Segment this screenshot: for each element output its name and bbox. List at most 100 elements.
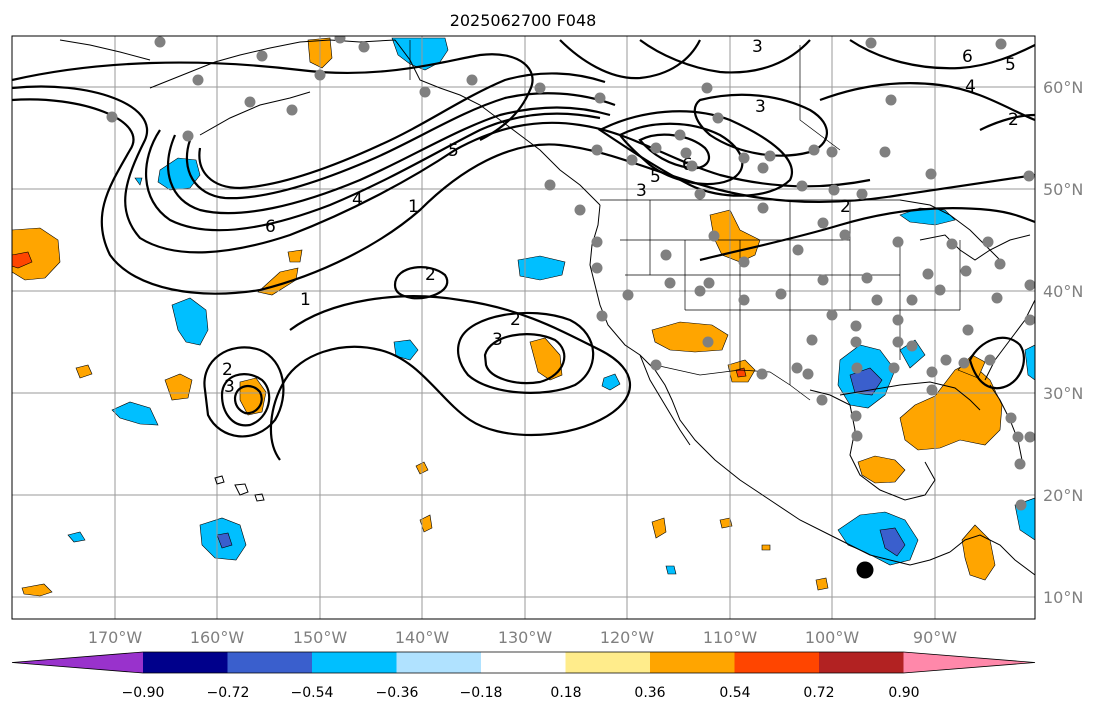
map-frame [11, 35, 1036, 620]
contour-label-1b: 1 [408, 197, 419, 217]
colorbar-segment [819, 652, 904, 673]
station-dot [984, 354, 996, 366]
latitude-labels: 60°N 50°N 40°N 30°N 20°N 10°N [1043, 78, 1083, 607]
station-dot [865, 37, 877, 49]
lon-label: 90°W [913, 628, 957, 647]
station-dot [906, 294, 918, 306]
longitude-labels: 170°W 160°W 150°W 140°W 130°W 120°W 110°… [88, 628, 957, 647]
contour-label-2d: 2 [840, 197, 851, 217]
station-markers [106, 36, 1035, 511]
colorbar-segment [650, 652, 735, 673]
colorbar-tick-label: −0.54 [291, 685, 334, 701]
lon-label: 100°W [805, 628, 860, 647]
colorbar-tick-label: −0.90 [122, 685, 165, 701]
station-dot [934, 284, 946, 296]
station-dot [286, 104, 298, 116]
storm-marker [856, 561, 874, 579]
colorbar [11, 651, 1036, 674]
station-dot [466, 74, 478, 86]
contour-lines [12, 39, 1035, 461]
contour-label-4: 4 [352, 190, 363, 210]
station-dot [791, 362, 803, 374]
station-dot [850, 410, 862, 422]
contour-label-2b: 2 [510, 310, 521, 330]
station-dot [591, 262, 603, 274]
lat-label: 50°N [1043, 180, 1083, 199]
station-dot [694, 285, 706, 297]
station-dot [650, 359, 662, 371]
lon-label: 160°W [190, 628, 245, 647]
station-dot [871, 294, 883, 306]
lat-label: 40°N [1043, 282, 1083, 301]
station-dot [1024, 279, 1035, 291]
station-dot [982, 236, 994, 248]
contour-label-3e: 3 [752, 37, 763, 57]
station-dot [851, 362, 863, 374]
colorbar-tick-labels: −0.90 −0.72 −0.54 −0.36 −0.18 0.18 0.36 … [122, 685, 920, 701]
station-dot [244, 96, 256, 108]
contour-label-2: 2 [425, 265, 436, 285]
station-dot [892, 314, 904, 326]
station-dot [622, 289, 634, 301]
station-dot [358, 41, 370, 53]
station-dot [419, 86, 431, 98]
colorbar-segment [312, 652, 397, 673]
colorbar-tick-label: −0.18 [460, 685, 503, 701]
station-dot [680, 147, 692, 159]
station-dot [885, 94, 897, 106]
station-dot [626, 154, 638, 166]
station-dot [686, 160, 698, 172]
station-dot [702, 336, 714, 348]
station-dot [154, 36, 166, 48]
station-dot [796, 180, 808, 192]
station-dot [888, 362, 900, 374]
colorbar-tick-label: 0.36 [634, 685, 665, 701]
contour-label-5c: 5 [1005, 55, 1016, 75]
station-dot [926, 384, 938, 396]
contour-label-2c: 2 [222, 360, 233, 380]
station-dot [851, 430, 863, 442]
station-dot [756, 368, 768, 380]
colorbar-segment [565, 652, 651, 673]
station-dot [1024, 431, 1035, 443]
lon-label: 150°W [293, 628, 348, 647]
station-dot [534, 82, 546, 94]
station-dot [708, 230, 720, 242]
station-dot [962, 324, 974, 336]
station-dot [826, 146, 838, 158]
colorbar-segment [481, 652, 566, 673]
colorbar-extend-max [903, 652, 1035, 673]
station-dot [544, 179, 556, 191]
colorbar-tick-label: 0.54 [719, 685, 750, 701]
station-dot [1014, 458, 1026, 470]
colorbar-tick-label: −0.36 [376, 685, 419, 701]
lat-label: 20°N [1043, 486, 1083, 505]
contour-label-2e: 2 [1008, 110, 1019, 130]
station-dot [926, 366, 938, 378]
station-dot [574, 204, 586, 216]
colorbar-segment [143, 652, 228, 673]
station-dot [591, 236, 603, 248]
station-dot [808, 144, 820, 156]
station-dot [106, 111, 118, 123]
contour-label-5b: 5 [650, 167, 661, 187]
contour-label-1: 1 [300, 290, 311, 310]
lat-label: 10°N [1043, 588, 1083, 607]
station-dot [960, 265, 972, 277]
station-dot [1015, 499, 1027, 511]
station-dot [958, 357, 970, 369]
colorbar-tick-label: 0.90 [888, 685, 919, 701]
station-dot [892, 236, 904, 248]
station-dot [192, 74, 204, 86]
station-dot [764, 150, 776, 162]
station-dot [314, 69, 326, 81]
contour-label-3: 3 [492, 330, 503, 350]
station-dot [817, 217, 829, 229]
station-dot [816, 394, 828, 406]
lat-label: 60°N [1043, 78, 1083, 97]
station-dot [856, 188, 868, 200]
station-dot [806, 334, 818, 346]
station-dot [940, 354, 952, 366]
